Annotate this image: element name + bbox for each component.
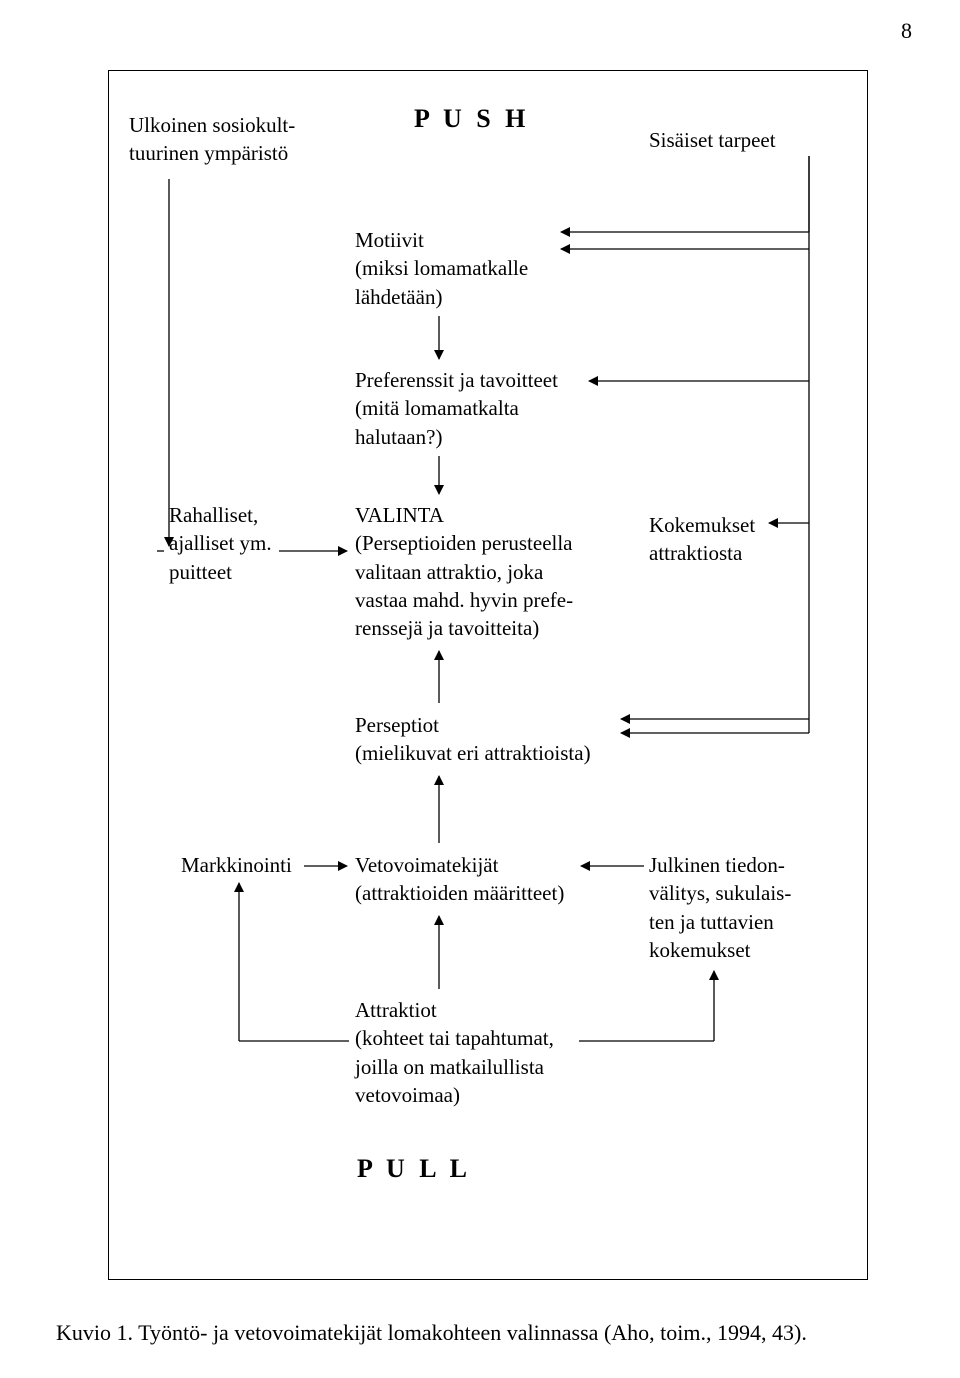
diagram-lines xyxy=(109,71,867,1279)
page: 8 Ulkoinen sosiokult- tuurinen ympäristö… xyxy=(0,0,960,1378)
diagram-frame: Ulkoinen sosiokult- tuurinen ympäristö P… xyxy=(108,70,868,1280)
page-number: 8 xyxy=(901,18,912,44)
figure-caption: Kuvio 1. Työntö- ja vetovoimatekijät lom… xyxy=(56,1320,807,1346)
